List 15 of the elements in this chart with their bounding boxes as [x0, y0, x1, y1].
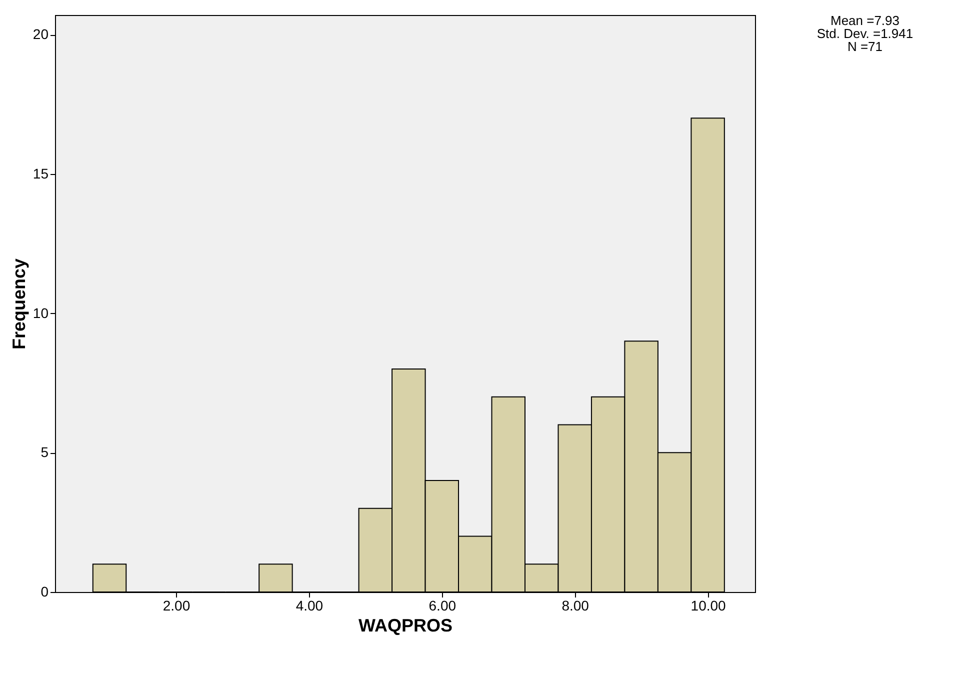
- x-tick-label: 4.00: [296, 598, 324, 614]
- x-tick-label: 10.00: [690, 598, 726, 614]
- y-tick-label: 20: [32, 26, 49, 42]
- text: Std. Dev. =1.941: [816, 26, 914, 41]
- x-tick-label: 6.00: [428, 598, 456, 614]
- y-axis-title: Frequency: [8, 258, 29, 350]
- y-tick-label: 15: [32, 165, 49, 182]
- y-tick-label: 10: [32, 304, 49, 321]
- y-tick-label: 5: [40, 444, 49, 460]
- y-tick-label: 0: [40, 584, 49, 600]
- x-tick-label: 8.00: [562, 598, 590, 614]
- x-axis-title: WAQPROS: [358, 616, 453, 636]
- text: N =71: [847, 39, 883, 54]
- x-tick-label: 2.00: [162, 598, 190, 614]
- text: Mean =7.93: [830, 13, 900, 28]
